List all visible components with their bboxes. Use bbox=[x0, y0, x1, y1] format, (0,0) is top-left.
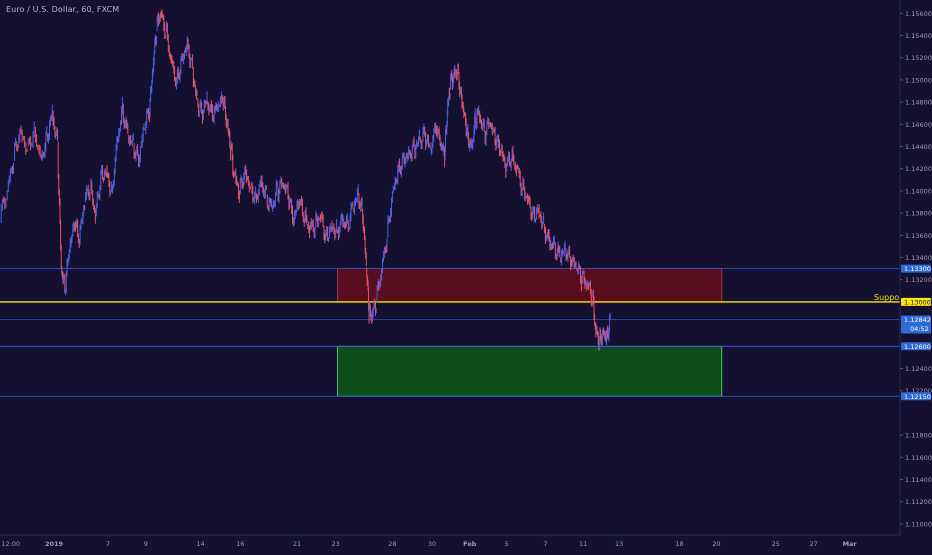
y-tick-label: 1.14000 bbox=[905, 187, 932, 195]
x-tick-label: 12:00 bbox=[1, 540, 20, 548]
y-tick-label: 1.13600 bbox=[905, 232, 932, 240]
y-tick-label: 1.11400 bbox=[905, 476, 932, 484]
x-tick-label: 2019 bbox=[45, 540, 64, 548]
x-tick-label: 30 bbox=[428, 540, 436, 548]
target-zone[interactable] bbox=[337, 345, 723, 397]
x-tick-label: 7 bbox=[543, 540, 547, 548]
zone-bottom-badge[interactable] bbox=[901, 392, 931, 401]
zones-layer bbox=[337, 268, 723, 397]
y-tick-label: 1.15400 bbox=[905, 32, 932, 40]
y-tick-label: 1.11000 bbox=[905, 520, 932, 528]
resistance-top-badge-label: 1.13300 bbox=[904, 265, 931, 273]
y-tick-label: 1.13200 bbox=[905, 276, 932, 284]
countdown-timer: 04:52 bbox=[910, 325, 929, 333]
zone-top-badge-label: 1.12600 bbox=[904, 343, 931, 351]
time-axis: 12:00 2019 7 9 14 16 21 23 28 30 Feb 5 7 11 13 18 20 25 27… bbox=[0, 534, 900, 548]
x-tick-label: 14 bbox=[197, 540, 205, 548]
price-series bbox=[0, 9, 611, 351]
y-tick-label: 1.14400 bbox=[905, 143, 932, 151]
levels-layer: Support bbox=[0, 268, 906, 397]
y-tick-label: 1.15000 bbox=[905, 76, 932, 84]
x-tick-label: Mar bbox=[843, 540, 858, 548]
x-tick-label: 27 bbox=[809, 540, 817, 548]
current-badge[interactable] bbox=[901, 315, 931, 334]
x-tick-label: 11 bbox=[579, 540, 587, 548]
x-tick-label: 23 bbox=[332, 540, 340, 548]
x-tick-label: 16 bbox=[236, 540, 244, 548]
y-tick-label: 1.12200 bbox=[905, 387, 932, 395]
y-tick-label: 1.12400 bbox=[905, 365, 932, 373]
x-tick-label: Feb bbox=[463, 540, 477, 548]
price-axis-bg bbox=[900, 0, 932, 550]
x-tick-label: 20 bbox=[712, 540, 720, 548]
support-label: Support bbox=[874, 293, 906, 302]
y-tick-label: 1.11200 bbox=[905, 498, 932, 506]
y-tick-label: 1.13800 bbox=[905, 210, 932, 218]
chart-title: Euro / U.S. Dollar, 60, FXCM bbox=[6, 5, 120, 14]
support-badge-label: 1.13000 bbox=[904, 298, 931, 306]
y-tick-label: 1.14600 bbox=[905, 121, 932, 129]
x-tick-label: 13 bbox=[615, 540, 623, 548]
y-tick-label: 1.15600 bbox=[905, 10, 932, 18]
x-tick-label: 7 bbox=[106, 540, 110, 548]
support-badge[interactable] bbox=[901, 297, 931, 306]
price-axis: 1.15600 1.15400 1.15200 1.15000 1.14800 1.146… bbox=[899, 0, 932, 550]
y-tick-label: 1.14200 bbox=[905, 165, 932, 173]
x-tick-label: 21 bbox=[293, 540, 301, 548]
y-tick-label: 1.13400 bbox=[905, 254, 932, 262]
y-tick-label: 1.15200 bbox=[905, 54, 932, 62]
zone-top-badge[interactable] bbox=[901, 342, 931, 351]
zone-bottom-badge-label: 1.12150 bbox=[904, 393, 931, 401]
y-tick-label: 1.11600 bbox=[905, 454, 932, 462]
resistance-zone[interactable] bbox=[337, 268, 723, 303]
x-tick-label: 28 bbox=[388, 540, 396, 548]
x-tick-label: 18 bbox=[675, 540, 683, 548]
y-tick-label: 1.14800 bbox=[905, 99, 932, 107]
y-tick-label: 1.11800 bbox=[905, 432, 932, 440]
x-tick-label: 25 bbox=[772, 540, 780, 548]
x-tick-label: 5 bbox=[505, 540, 509, 548]
resistance-top-badge[interactable] bbox=[901, 264, 931, 273]
x-tick-label: 9 bbox=[144, 540, 148, 548]
current-badge-label: 1.12842 bbox=[904, 316, 931, 324]
